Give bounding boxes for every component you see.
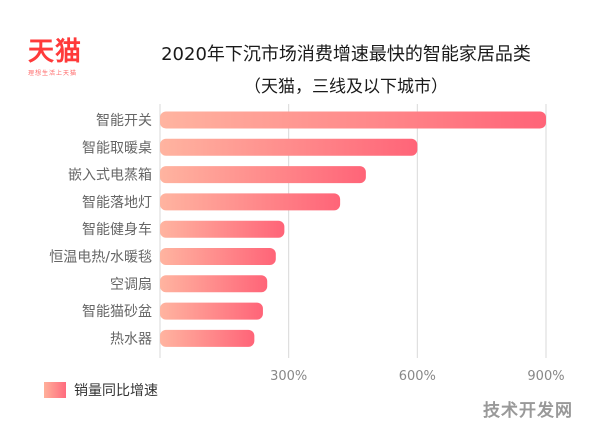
bar bbox=[160, 248, 276, 265]
category-label: 智能取暖桌 bbox=[82, 140, 152, 156]
bar bbox=[160, 329, 255, 347]
legend-swatch bbox=[44, 382, 66, 398]
x-tick-label: 300% bbox=[270, 369, 307, 384]
legend-label: 销量同比增速 bbox=[74, 383, 158, 399]
bar bbox=[160, 275, 268, 293]
logo-wordmark: 天猫 bbox=[28, 37, 83, 67]
category-label: 空调扇 bbox=[110, 277, 152, 293]
chart-title: 2020年下沉市场消费增速最快的智能家居品类 bbox=[161, 44, 531, 65]
bar bbox=[160, 111, 546, 129]
category-label: 智能落地灯 bbox=[82, 195, 152, 211]
bar bbox=[160, 302, 263, 320]
x-tick-label: 900% bbox=[527, 369, 564, 384]
category-label: 热水器 bbox=[110, 331, 152, 347]
watermark: 技术开发网 bbox=[483, 401, 573, 421]
x-tick-label: 600% bbox=[399, 369, 436, 384]
logo-tagline: 理想生活上天猫 bbox=[28, 70, 78, 77]
category-label: 智能健身车 bbox=[82, 221, 152, 238]
tmall-logo: 天猫 理想生活上天猫 bbox=[28, 38, 92, 77]
category-label: 智能猫砂盆 bbox=[82, 304, 152, 320]
bar bbox=[160, 220, 285, 238]
category-label: 嵌入式电蒸箱 bbox=[68, 168, 152, 184]
chart-subtitle: （天猫，三线及以下城市） bbox=[244, 77, 448, 97]
chart-legend: 销量同比增速 bbox=[44, 380, 158, 400]
bar bbox=[160, 193, 341, 211]
category-label: 智能开关 bbox=[96, 113, 152, 129]
bar bbox=[160, 166, 366, 184]
bar bbox=[160, 138, 418, 156]
category-label: 恒温电热/水暖毯 bbox=[49, 250, 152, 266]
